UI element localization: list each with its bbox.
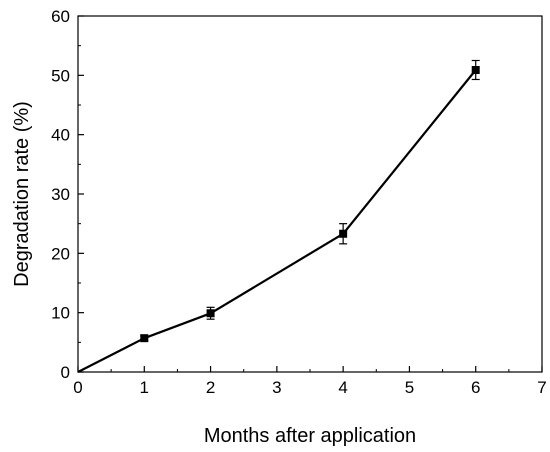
y-axis-ticks: 0 10 20 30 40 50 60 (51, 7, 84, 382)
x-tick-label: 3 (272, 378, 281, 397)
x-axis-title: Months after application (204, 425, 416, 447)
data-point (206, 309, 215, 318)
x-tick-label: 6 (471, 378, 480, 397)
x-tick-label: 5 (405, 378, 414, 397)
x-tick-label: 2 (206, 378, 215, 397)
y-tick-label: 30 (51, 185, 70, 204)
data-point (471, 65, 480, 74)
data-point (140, 334, 149, 343)
series-layer (77, 59, 480, 373)
y-tick-label: 20 (51, 244, 70, 263)
y-tick-label: 40 (51, 126, 70, 145)
y-tick-label: 0 (61, 363, 70, 382)
x-tick-label: 0 (73, 378, 82, 397)
x-tick-label: 1 (140, 378, 149, 397)
y-tick-label: 10 (51, 304, 70, 323)
series-line (77, 69, 477, 373)
x-tick-label: 4 (338, 378, 347, 397)
data-point (339, 229, 348, 238)
x-axis-ticks: 0 1 2 3 4 5 6 7 (73, 366, 547, 397)
y-axis-title: Degradation rate (%) (11, 101, 33, 287)
y-tick-label: 60 (51, 7, 70, 26)
y-tick-label: 50 (51, 66, 70, 85)
x-tick-label: 7 (537, 378, 546, 397)
